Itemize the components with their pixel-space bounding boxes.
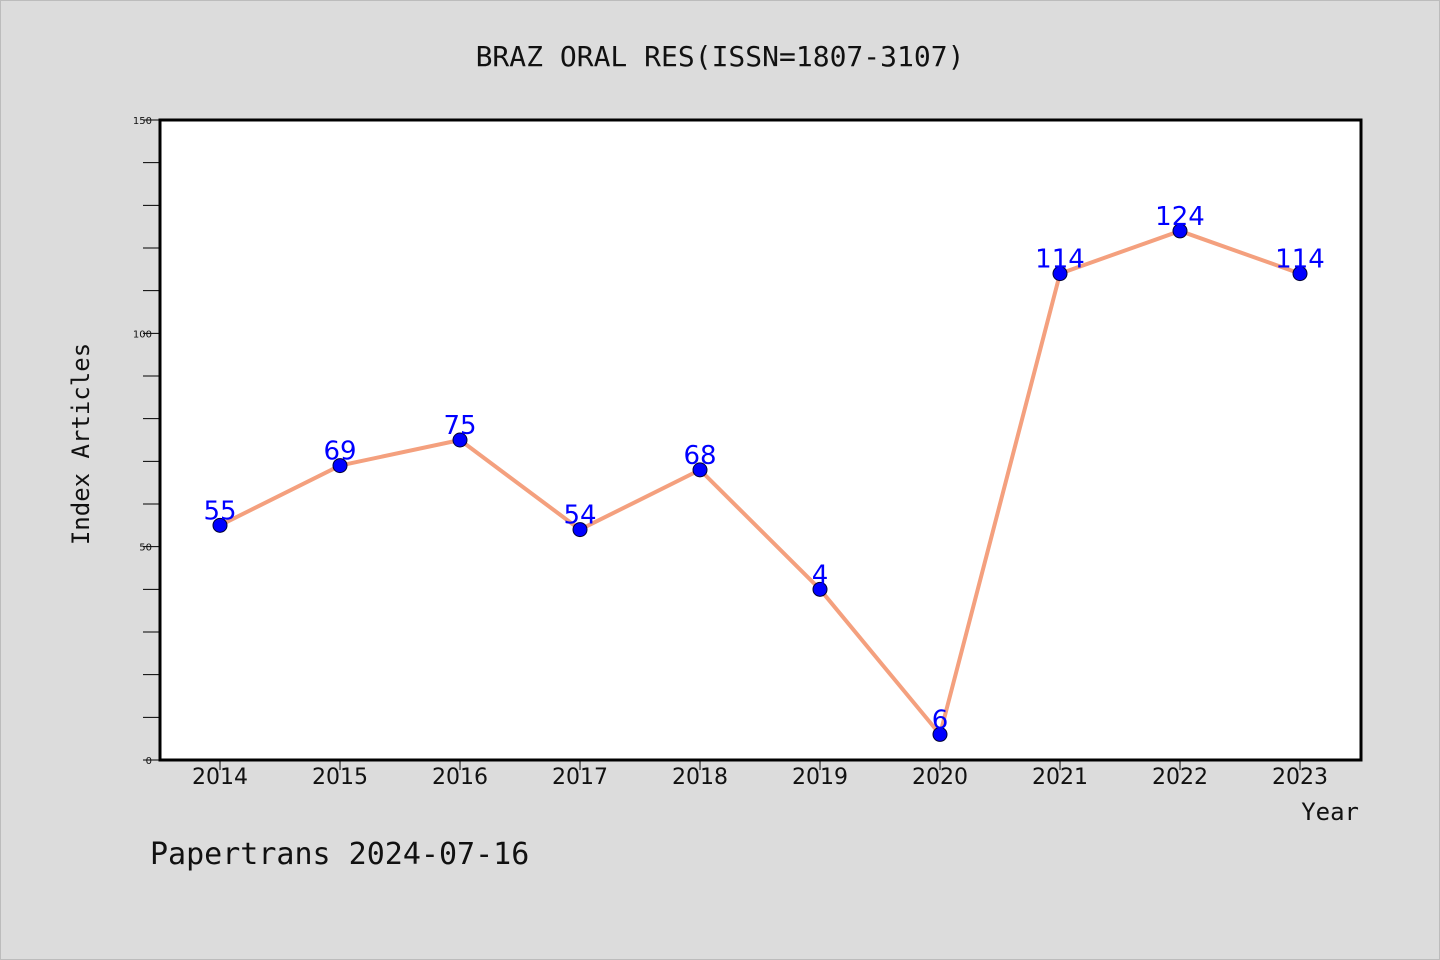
data-label: 69 — [323, 437, 356, 467]
data-label: 55 — [203, 496, 236, 526]
x-tick-label: 2023 — [1272, 765, 1328, 790]
data-label: 114 — [1035, 245, 1085, 275]
data-label: 4 — [812, 560, 829, 590]
data-points-group — [212, 223, 1308, 742]
data-point — [1172, 223, 1188, 239]
x-tick-label: 2014 — [192, 765, 248, 790]
y-axis-ticks: 0 50 100 150 — [133, 116, 160, 767]
data-point — [1052, 266, 1068, 282]
y-tick-label: 50 — [139, 543, 152, 554]
x-tick-label: 2022 — [1152, 765, 1208, 790]
chart-title: BRAZ ORAL RES(ISSN=1807-3107) — [476, 40, 965, 73]
plot-area — [160, 120, 1361, 760]
x-tick-label: 2016 — [432, 765, 488, 790]
y-tick-label: 150 — [133, 116, 152, 127]
x-tick-label: 2020 — [912, 765, 968, 790]
x-axis-ticks: 2014 2015 2016 2017 2018 2019 2020 2021 2022 2023 — [192, 760, 1328, 790]
series-line — [218, 228, 1302, 737]
x-axis-label: Year — [1301, 798, 1359, 826]
data-label: 6 — [932, 705, 949, 735]
data-point — [452, 432, 468, 448]
data-point — [692, 462, 708, 478]
data-labels-group: 55 69 75 54 68 4 6 114 124 114 — [203, 202, 1324, 735]
data-label: 124 — [1155, 202, 1205, 232]
y-axis-label: Index Articles — [67, 343, 95, 545]
data-label: 114 — [1275, 245, 1325, 275]
data-point — [932, 726, 948, 742]
data-label: 54 — [563, 501, 596, 531]
x-tick-label: 2021 — [1032, 765, 1088, 790]
y-tick-label: 100 — [133, 329, 152, 340]
x-tick-label: 2015 — [312, 765, 368, 790]
x-tick-label: 2017 — [552, 765, 608, 790]
footer-credit: Papertrans 2024-07-16 — [150, 837, 529, 872]
y-tick-label: 0 — [146, 756, 152, 767]
data-label: 75 — [443, 411, 476, 441]
data-label: 68 — [683, 441, 716, 471]
data-point — [812, 581, 828, 597]
data-point — [1292, 266, 1308, 282]
data-point — [212, 517, 228, 533]
plot-frame — [158, 118, 1363, 762]
x-tick-label: 2019 — [792, 765, 848, 790]
data-point — [332, 458, 348, 474]
series-line-group — [218, 228, 1302, 737]
data-point — [572, 522, 588, 538]
x-tick-label: 2018 — [672, 765, 728, 790]
